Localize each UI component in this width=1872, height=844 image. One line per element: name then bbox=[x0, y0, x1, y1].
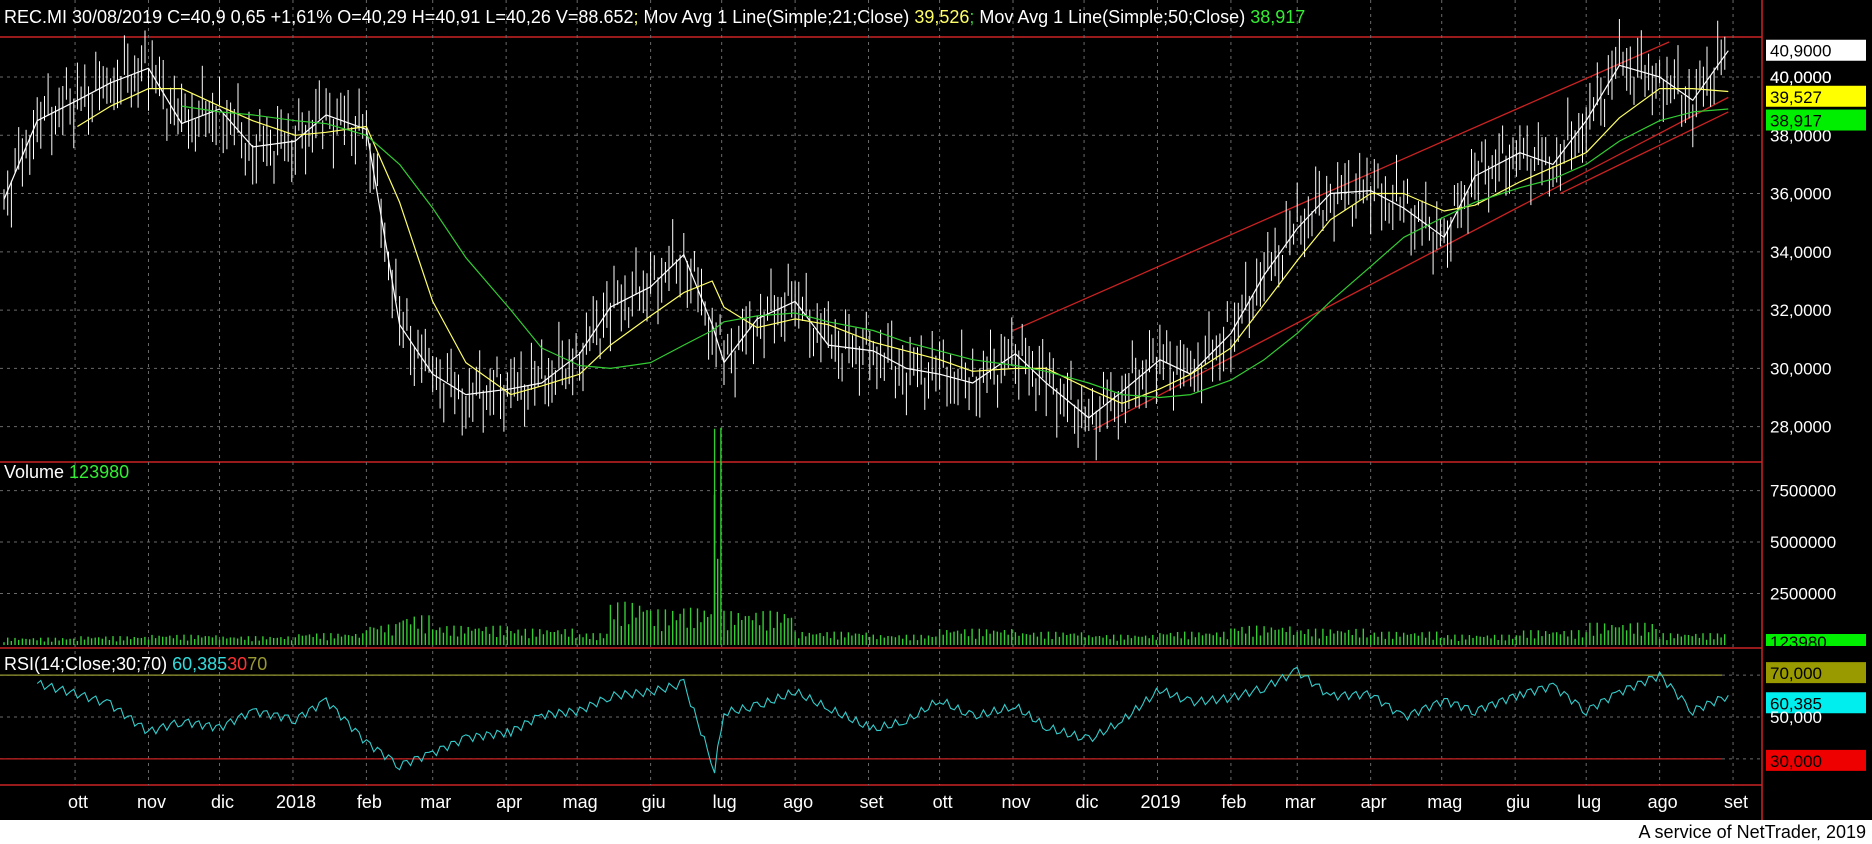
grid bbox=[0, 0, 1763, 820]
x-tick-label: apr bbox=[1361, 792, 1387, 812]
price-pane bbox=[3, 19, 1729, 461]
volume-tag-bg bbox=[1766, 634, 1866, 646]
rsi-30-tag: 30,000 bbox=[1770, 752, 1822, 771]
x-tick-label: ago bbox=[1648, 792, 1678, 812]
x-tick-label: mag bbox=[563, 792, 598, 812]
chart-title: REC.MI 30/08/2019 C=40,9 0,65 +1,61% O=4… bbox=[4, 7, 1305, 27]
x-tick-label: dic bbox=[211, 792, 234, 812]
last-price-tag: 40,9000 bbox=[1770, 42, 1831, 61]
ma50-label: Mov Avg 1 Line(Simple;50;Close) bbox=[974, 7, 1250, 27]
ma50-tag: 38,917 bbox=[1770, 112, 1822, 131]
y-tick-label: 2500000 bbox=[1770, 585, 1836, 604]
x-tick-label: 2019 bbox=[1140, 792, 1180, 812]
volume-label: Volume bbox=[4, 462, 69, 482]
x-tick-label: ott bbox=[68, 792, 88, 812]
rsi-level-70: 70 bbox=[247, 654, 267, 674]
price-line bbox=[3, 50, 1729, 419]
x-tick-label: feb bbox=[357, 792, 382, 812]
ma21-value: 39,526 bbox=[914, 7, 969, 27]
last-price-tag-bg bbox=[1766, 39, 1866, 61]
rsi-70-tag-bg bbox=[1766, 662, 1866, 684]
y-tick-label-behind: 40,0000 bbox=[1770, 68, 1831, 87]
rsi-pane bbox=[0, 666, 1729, 774]
rsi-line bbox=[36, 666, 1729, 774]
x-tick-label: mar bbox=[420, 792, 451, 812]
y-tick-label: 28,0000 bbox=[1770, 418, 1831, 437]
rsi-value-tag-bg bbox=[1766, 692, 1866, 714]
y-tick-label: 32,0000 bbox=[1770, 301, 1831, 320]
x-tick-label: ago bbox=[783, 792, 813, 812]
ma21-line bbox=[77, 88, 1729, 404]
rsi-value-tag: 60,385 bbox=[1770, 694, 1822, 713]
x-tick-label: dic bbox=[1076, 792, 1099, 812]
symbol-info: REC.MI 30/08/2019 C=40,9 0,65 +1,61% O=4… bbox=[4, 7, 633, 27]
x-tick-label: ott bbox=[933, 792, 953, 812]
volume-pane bbox=[3, 427, 1726, 645]
x-tick-label: giu bbox=[1506, 792, 1530, 812]
rsi-label: RSI(14;Close;30;70) bbox=[4, 654, 172, 674]
x-tick-label: giu bbox=[642, 792, 666, 812]
ma50-tag-bg bbox=[1766, 109, 1866, 131]
y-tick-label: 38,0000 bbox=[1770, 126, 1831, 145]
volume-title: Volume 123980 bbox=[4, 462, 129, 482]
y-tick-label: 36,0000 bbox=[1770, 185, 1831, 204]
x-tick-label: nov bbox=[137, 792, 166, 812]
header-sep-1: ; bbox=[633, 7, 638, 27]
x-tick-label: set bbox=[860, 792, 884, 812]
x-tick-label: feb bbox=[1221, 792, 1246, 812]
trend-line bbox=[1093, 96, 1729, 431]
rsi-value: 60,385 bbox=[172, 654, 227, 674]
x-tick-label: mag bbox=[1427, 792, 1462, 812]
x-tick-label: lug bbox=[713, 792, 737, 812]
y-tick-label: 30,0000 bbox=[1770, 359, 1831, 378]
footer-credit: A service of NetTrader, 2019 bbox=[1639, 822, 1866, 842]
rsi-50-label: 50,000 bbox=[1770, 708, 1822, 727]
ma21-tag-bg bbox=[1766, 85, 1866, 107]
y-tick-label: 7500000 bbox=[1770, 482, 1836, 501]
rsi-level-30: 30 bbox=[227, 654, 247, 674]
y-tick-label: 40,0000 bbox=[1770, 68, 1831, 87]
ma21-tag: 39,527 bbox=[1770, 88, 1822, 107]
x-tick-label: set bbox=[1724, 792, 1748, 812]
rsi-70-tag: 70,000 bbox=[1770, 664, 1822, 683]
y-tick-label: 34,0000 bbox=[1770, 243, 1831, 262]
x-tick-label: nov bbox=[1001, 792, 1030, 812]
ma21-label: Mov Avg 1 Line(Simple;21;Close) bbox=[639, 7, 915, 27]
x-tick-label: apr bbox=[496, 792, 522, 812]
trend-line bbox=[1559, 111, 1729, 195]
x-tick-label: mar bbox=[1285, 792, 1316, 812]
right-axis: 28,0000 30,0000 32,0000 34,0000 36,0000 38,00… bbox=[1766, 39, 1866, 771]
rsi-30-tag-bg bbox=[1766, 749, 1866, 771]
header-sep-2: ; bbox=[969, 7, 974, 27]
y-tick-label: 5000000 bbox=[1770, 533, 1836, 552]
ma50-line bbox=[181, 105, 1729, 399]
rsi-title: RSI(14;Close;30;70) 60,3853070 bbox=[4, 654, 267, 674]
ma50-value: 38,917 bbox=[1250, 7, 1305, 27]
x-tick-label: lug bbox=[1577, 792, 1601, 812]
x-axis: ott nov dic 2018 feb mar apr mag giu lug ago set ott… bbox=[68, 792, 1748, 812]
x-tick-label: 2018 bbox=[276, 792, 316, 812]
volume-tag: 123980 bbox=[1770, 633, 1827, 652]
volume-value: 123980 bbox=[69, 462, 129, 482]
